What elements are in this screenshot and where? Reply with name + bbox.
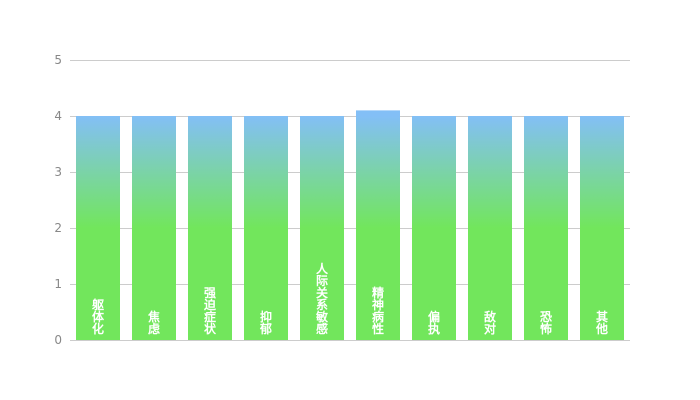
y-tick-label: 0 — [54, 333, 62, 347]
bar-label: 敌对 — [484, 309, 496, 336]
bar[interactable] — [468, 116, 512, 340]
bar-label: 其他 — [595, 309, 608, 336]
bar-label: 人际关系敏感 — [315, 261, 329, 336]
bar-label: 偏执 — [428, 309, 440, 336]
bar[interactable] — [188, 116, 232, 340]
bar[interactable] — [76, 116, 120, 340]
y-tick-label: 4 — [54, 109, 62, 123]
bar-label: 焦虑 — [147, 309, 160, 336]
bar[interactable] — [244, 116, 288, 340]
bar[interactable] — [580, 116, 624, 340]
bar[interactable] — [412, 116, 456, 340]
bar-label: 恐怖 — [540, 310, 552, 336]
bar-label: 精神病性 — [371, 285, 384, 336]
bar[interactable] — [300, 116, 344, 340]
bar[interactable] — [356, 110, 400, 341]
y-tick-label: 5 — [54, 53, 62, 67]
bar-label: 强迫症状 — [203, 286, 217, 336]
bar-label: 抑郁 — [259, 309, 272, 336]
y-tick-label: 3 — [54, 165, 62, 179]
bar[interactable] — [524, 116, 568, 340]
bar[interactable] — [132, 116, 176, 340]
y-tick-label: 2 — [54, 221, 62, 235]
bar-label: 躯体化 — [91, 297, 105, 336]
y-tick-label: 1 — [54, 277, 62, 291]
